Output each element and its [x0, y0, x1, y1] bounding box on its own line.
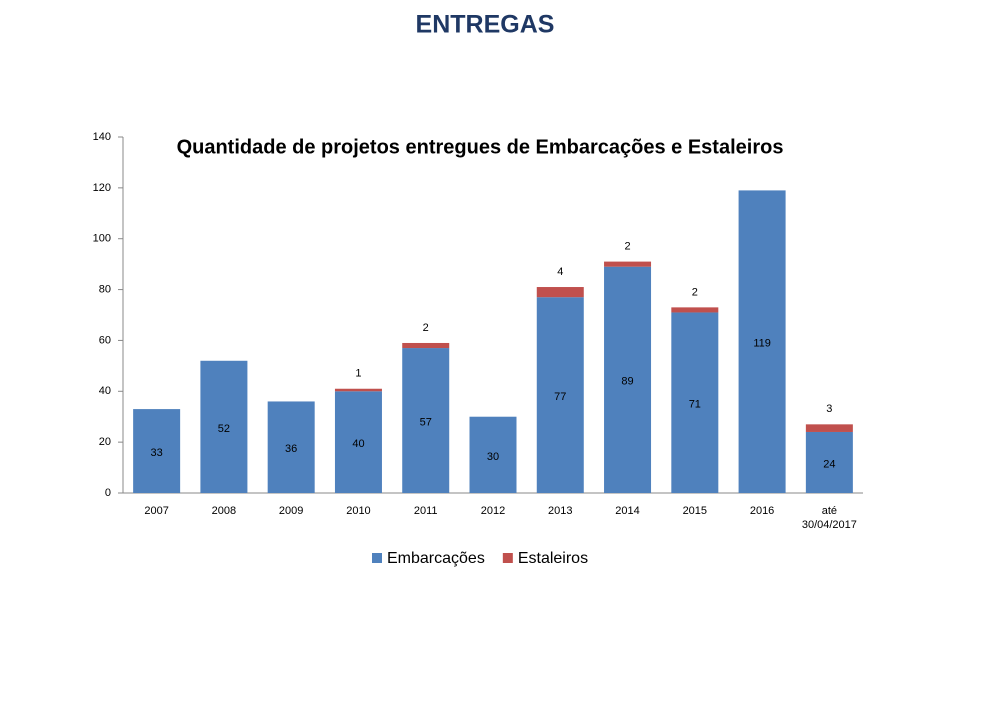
bar-segment	[604, 266, 652, 493]
data-label: 33	[151, 447, 163, 459]
bar-segment	[536, 297, 584, 493]
legend-label: Embarcações	[387, 550, 485, 567]
data-label: 2	[692, 286, 698, 298]
bar-segment	[334, 391, 382, 493]
x-tick-label: 2014	[615, 505, 640, 517]
data-label: 36	[285, 443, 297, 455]
bar-segment	[805, 431, 853, 493]
bar-segment	[738, 190, 786, 493]
bar-segment	[671, 312, 719, 493]
data-label: 52	[218, 423, 230, 435]
x-tick-label: 2010	[346, 505, 371, 517]
x-tick-label: 2015	[682, 505, 708, 517]
bar-segment	[469, 416, 517, 493]
data-label: 24	[823, 458, 835, 470]
page-title: ENTREGAS	[416, 11, 555, 39]
y-tick-label: 0	[105, 487, 111, 499]
data-label: 40	[352, 438, 364, 450]
data-label: 89	[621, 376, 633, 388]
x-tick-label: 2008	[211, 505, 237, 517]
bar-segment	[536, 287, 584, 298]
y-tick-label: 100	[93, 233, 111, 245]
x-tick-label: até 30/04/2017	[801, 505, 857, 531]
x-tick-label: 2007	[144, 505, 169, 517]
bar-segment	[267, 401, 315, 493]
y-tick-label: 120	[93, 182, 111, 194]
legend-swatch	[502, 553, 513, 563]
data-label: 77	[554, 391, 566, 403]
bar-segment	[402, 342, 450, 349]
y-tick-label: 140	[93, 131, 111, 143]
y-tick-label: 80	[99, 283, 111, 295]
bar-segment	[200, 360, 248, 493]
bar-segment	[133, 409, 181, 493]
x-tick-label: 2011	[413, 505, 438, 517]
chart-title: Quantidade de projetos entregues de Emba…	[177, 136, 784, 158]
y-tick-label: 20	[99, 436, 111, 448]
data-label: 2	[624, 241, 630, 253]
x-tick-label: 2009	[278, 505, 304, 517]
data-label: 3	[826, 403, 832, 415]
data-label: 119	[753, 338, 771, 350]
y-tick-label: 40	[99, 385, 111, 397]
y-tick-label: 60	[99, 334, 111, 346]
data-label: 2	[423, 322, 429, 334]
bar-segment	[604, 261, 652, 267]
legend-label: Estaleiros	[518, 550, 588, 567]
x-tick-label: 2013	[548, 505, 573, 517]
x-tick-label: 2016	[749, 505, 775, 517]
data-label: 71	[689, 399, 701, 411]
data-label: 4	[557, 266, 563, 278]
data-label: 57	[420, 416, 432, 428]
data-label: 1	[355, 368, 361, 380]
x-tick-label: 2012	[480, 505, 506, 517]
bar-segment	[334, 388, 382, 392]
bar-segment	[805, 424, 853, 432]
data-label: 30	[487, 451, 499, 463]
legend-swatch	[372, 553, 382, 563]
bar-segment	[402, 348, 450, 493]
bar-segment	[671, 307, 719, 313]
